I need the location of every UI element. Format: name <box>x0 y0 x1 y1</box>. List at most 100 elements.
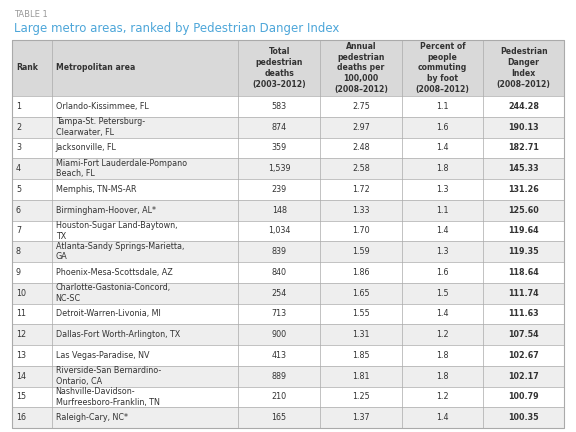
Text: 583: 583 <box>272 102 287 111</box>
Text: Atlanta-Sandy Springs-Marietta,
GA: Atlanta-Sandy Springs-Marietta, GA <box>56 242 184 261</box>
Bar <box>12 345 564 366</box>
Text: 1.4: 1.4 <box>436 143 449 152</box>
Text: Memphis, TN-MS-AR: Memphis, TN-MS-AR <box>56 185 137 194</box>
Text: 839: 839 <box>272 247 287 256</box>
Text: 148: 148 <box>272 206 287 215</box>
Text: 1.6: 1.6 <box>436 268 449 277</box>
Text: 1.2: 1.2 <box>436 392 449 401</box>
Text: 165: 165 <box>272 413 287 422</box>
Text: 1.25: 1.25 <box>352 392 370 401</box>
Text: Charlotte-Gastonia-Concord,
NC-SC: Charlotte-Gastonia-Concord, NC-SC <box>56 283 171 303</box>
Text: 7: 7 <box>16 226 21 235</box>
Text: 1.55: 1.55 <box>352 309 370 318</box>
Text: Birmingham-Hoover, AL*: Birmingham-Hoover, AL* <box>56 206 156 215</box>
Text: Metropolitan area: Metropolitan area <box>56 64 135 73</box>
Text: 1.31: 1.31 <box>352 330 370 339</box>
Text: Phoenix-Mesa-Scottsdale, AZ: Phoenix-Mesa-Scottsdale, AZ <box>56 268 172 277</box>
Text: 2.75: 2.75 <box>352 102 370 111</box>
Bar <box>12 304 564 324</box>
Text: 1.86: 1.86 <box>352 268 370 277</box>
Text: 900: 900 <box>272 330 287 339</box>
Text: 359: 359 <box>271 143 287 152</box>
Text: 102.17: 102.17 <box>509 372 539 381</box>
Text: Las Vegas-Paradise, NV: Las Vegas-Paradise, NV <box>56 351 149 360</box>
Text: Nashville-Davidson-
Murfreesboro-Franklin, TN: Nashville-Davidson- Murfreesboro-Frankli… <box>56 387 160 407</box>
Bar <box>12 40 564 428</box>
Text: 239: 239 <box>271 185 287 194</box>
Text: Houston-Sugar Land-Baytown,
TX: Houston-Sugar Land-Baytown, TX <box>56 221 177 241</box>
Bar <box>12 158 564 179</box>
Text: 15: 15 <box>16 392 26 401</box>
Text: 1.72: 1.72 <box>352 185 370 194</box>
Text: 2.58: 2.58 <box>352 164 370 173</box>
Text: 131.26: 131.26 <box>509 185 539 194</box>
Text: 1,034: 1,034 <box>268 226 290 235</box>
Text: 2.48: 2.48 <box>352 143 370 152</box>
Bar <box>12 387 564 407</box>
Text: Dallas-Fort Worth-Arlington, TX: Dallas-Fort Worth-Arlington, TX <box>56 330 180 339</box>
Text: 1.59: 1.59 <box>352 247 370 256</box>
Text: 12: 12 <box>16 330 26 339</box>
Text: Tampa-St. Petersburg-
Clearwater, FL: Tampa-St. Petersburg- Clearwater, FL <box>56 118 145 137</box>
Text: Large metro areas, ranked by Pedestrian Danger Index: Large metro areas, ranked by Pedestrian … <box>14 22 339 35</box>
Bar <box>12 40 564 96</box>
Text: Raleigh-Cary, NC*: Raleigh-Cary, NC* <box>56 413 128 422</box>
Text: 254: 254 <box>271 289 287 298</box>
Bar <box>12 179 564 200</box>
Text: 1.8: 1.8 <box>436 164 449 173</box>
Text: 1.3: 1.3 <box>436 185 449 194</box>
Text: 413: 413 <box>272 351 287 360</box>
Text: 3: 3 <box>16 143 21 152</box>
Text: 100.35: 100.35 <box>509 413 539 422</box>
Text: 889: 889 <box>272 372 287 381</box>
Text: 16: 16 <box>16 413 26 422</box>
Text: 1.37: 1.37 <box>352 413 370 422</box>
Text: 1: 1 <box>16 102 21 111</box>
Text: TABLE 1: TABLE 1 <box>14 10 48 19</box>
Text: 874: 874 <box>272 123 287 132</box>
Text: 210: 210 <box>272 392 287 401</box>
Text: 1.81: 1.81 <box>352 372 370 381</box>
Text: 1.65: 1.65 <box>352 289 370 298</box>
Text: 1.70: 1.70 <box>352 226 370 235</box>
Bar <box>12 366 564 387</box>
Text: Rank: Rank <box>16 64 38 73</box>
Text: 713: 713 <box>272 309 287 318</box>
Bar <box>12 283 564 304</box>
Text: 1.6: 1.6 <box>436 123 449 132</box>
Text: 145.33: 145.33 <box>509 164 539 173</box>
Text: Riverside-San Bernardino-
Ontario, CA: Riverside-San Bernardino- Ontario, CA <box>56 366 161 386</box>
Text: Pedestrian
Danger
Index
(2008–2012): Pedestrian Danger Index (2008–2012) <box>497 48 551 89</box>
Text: 2: 2 <box>16 123 21 132</box>
Text: 1.1: 1.1 <box>436 206 449 215</box>
Text: 1.1: 1.1 <box>436 102 449 111</box>
Text: 125.60: 125.60 <box>509 206 539 215</box>
Text: 1.8: 1.8 <box>436 372 449 381</box>
Text: 111.63: 111.63 <box>509 309 539 318</box>
Bar <box>12 220 564 241</box>
Text: 1.8: 1.8 <box>436 351 449 360</box>
Text: 182.71: 182.71 <box>508 143 539 152</box>
Text: 1.5: 1.5 <box>436 289 449 298</box>
Text: 119.35: 119.35 <box>509 247 539 256</box>
Text: 11: 11 <box>16 309 26 318</box>
Text: Orlando-Kissimmee, FL: Orlando-Kissimmee, FL <box>56 102 149 111</box>
Bar <box>12 241 564 262</box>
Bar <box>12 407 564 428</box>
Text: Annual
pedestrian
deaths per
100,000
(2008–2012): Annual pedestrian deaths per 100,000 (20… <box>334 42 388 94</box>
Text: 5: 5 <box>16 185 21 194</box>
Text: Total
pedestrian
deaths
(2003–2012): Total pedestrian deaths (2003–2012) <box>252 48 306 89</box>
Text: 1.4: 1.4 <box>436 309 449 318</box>
Text: 1.4: 1.4 <box>436 413 449 422</box>
Text: 6: 6 <box>16 206 21 215</box>
Text: 8: 8 <box>16 247 21 256</box>
Bar <box>12 200 564 220</box>
Text: Miami-Fort Lauderdale-Pompano
Beach, FL: Miami-Fort Lauderdale-Pompano Beach, FL <box>56 159 187 178</box>
Text: 9: 9 <box>16 268 21 277</box>
Bar <box>12 262 564 283</box>
Bar <box>12 96 564 117</box>
Text: 4: 4 <box>16 164 21 173</box>
Bar <box>12 324 564 345</box>
Text: 190.13: 190.13 <box>509 123 539 132</box>
Text: Detroit-Warren-Livonia, MI: Detroit-Warren-Livonia, MI <box>56 309 161 318</box>
